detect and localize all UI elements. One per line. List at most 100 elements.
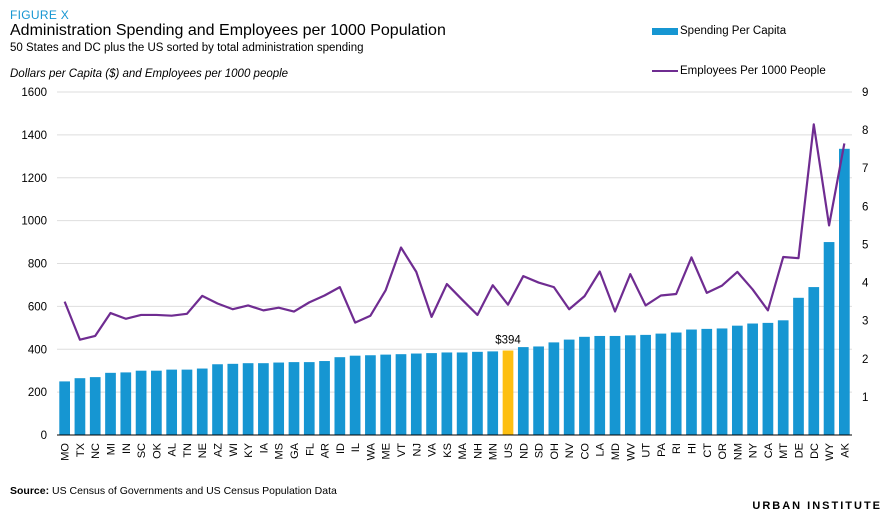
y2-tick-label: 5 bbox=[862, 239, 868, 251]
y-tick-label: 400 bbox=[28, 344, 47, 356]
legend-line-swatch bbox=[652, 70, 678, 72]
figure-label: FIGURE X bbox=[10, 8, 70, 22]
bar-ia bbox=[258, 363, 269, 435]
bar-ok bbox=[151, 370, 162, 435]
x-tick-label: GA bbox=[289, 442, 301, 459]
x-tick-label: DC bbox=[809, 443, 821, 459]
x-tick-label: UT bbox=[641, 443, 653, 458]
bar-il bbox=[349, 355, 361, 435]
legend-line-label: Employees Per 1000 People bbox=[680, 65, 826, 77]
bar-wa bbox=[365, 355, 376, 435]
x-tick-label: WY bbox=[824, 442, 836, 460]
bars-layer bbox=[59, 148, 850, 435]
bar-az bbox=[212, 364, 223, 435]
bar-al bbox=[166, 369, 178, 435]
x-tick-label: OH bbox=[549, 443, 561, 460]
x-tick-label: AZ bbox=[213, 443, 225, 457]
x-tick-label: WA bbox=[365, 442, 377, 460]
bar-fl bbox=[303, 362, 315, 435]
x-tick-label: FL bbox=[304, 443, 316, 456]
bar-ma bbox=[456, 352, 468, 435]
bar-tn bbox=[181, 369, 193, 435]
y2-tick-label: 1 bbox=[862, 392, 868, 404]
x-tick-label: AR bbox=[320, 443, 332, 458]
y2-tick-label: 4 bbox=[862, 278, 869, 290]
bar-wy bbox=[823, 242, 835, 435]
x-tick-label: NJ bbox=[411, 443, 423, 456]
x-tick-label: CT bbox=[702, 443, 714, 458]
x-tick-label: CA bbox=[763, 442, 775, 458]
x-tick-label: RI bbox=[671, 443, 683, 454]
x-tick-label: MO bbox=[60, 443, 72, 461]
x-tick-label: MS bbox=[274, 443, 286, 460]
y-tick-label: 1400 bbox=[21, 130, 47, 142]
chart-title: Administration Spending and Employees pe… bbox=[10, 22, 446, 39]
bar-ms bbox=[273, 362, 285, 435]
x-tick-label: LA bbox=[595, 442, 607, 456]
bar-nv bbox=[563, 339, 575, 435]
chart-subtitle: 50 States and DC plus the US sorted by t… bbox=[10, 42, 364, 54]
bar-nc bbox=[89, 377, 101, 435]
x-tick-label: NE bbox=[197, 443, 209, 458]
x-tick-label: ND bbox=[518, 443, 530, 459]
x-tick-label: MI bbox=[106, 443, 118, 455]
bar-mo bbox=[59, 381, 70, 435]
bar-sd bbox=[533, 346, 544, 435]
bar-va bbox=[426, 353, 437, 435]
x-tick-label: TX bbox=[75, 442, 87, 457]
y-tick-label: 0 bbox=[41, 430, 47, 442]
legend-bar-swatch bbox=[652, 27, 678, 35]
bar-ak bbox=[839, 148, 850, 435]
x-tick-label: MA bbox=[457, 442, 469, 459]
bar-ca bbox=[762, 322, 774, 435]
bar-mi bbox=[105, 372, 116, 435]
legend-bars: Spending Per Capita bbox=[652, 25, 786, 37]
y-tick-label: 1200 bbox=[21, 173, 47, 185]
axis-layer: 0 200 400 600 800 1000 1200 1400 1600 1 2 3 4 5 6 7 8 9 $3… bbox=[21, 87, 869, 461]
x-tick-label: HI bbox=[686, 443, 698, 454]
bar-me bbox=[380, 354, 392, 435]
bar-oh bbox=[548, 342, 560, 435]
bar-mt bbox=[777, 320, 789, 435]
bar-ri bbox=[670, 332, 682, 435]
x-tick-label: MT bbox=[778, 443, 790, 459]
bar-wi bbox=[227, 363, 239, 435]
bar-wv bbox=[624, 335, 636, 435]
x-tick-label: KY bbox=[243, 442, 255, 457]
bar-ky bbox=[242, 363, 254, 435]
employees-line bbox=[63, 123, 846, 341]
x-tick-label: DE bbox=[793, 443, 805, 458]
bar-nj bbox=[410, 353, 422, 435]
y2-tick-label: 2 bbox=[862, 354, 868, 366]
x-tick-label: IN bbox=[121, 443, 133, 454]
legend-line: Employees Per 1000 People bbox=[652, 65, 826, 77]
y2-tick-label: 8 bbox=[862, 125, 868, 137]
x-tick-label: VT bbox=[396, 443, 408, 457]
x-tick-label: ME bbox=[381, 443, 393, 460]
line-layer bbox=[63, 123, 846, 341]
x-tick-label: NH bbox=[472, 443, 484, 459]
bar-in bbox=[120, 372, 132, 435]
y-tick-label: 1600 bbox=[21, 87, 47, 99]
x-tick-label: VA bbox=[427, 442, 439, 457]
source-label: Source: bbox=[10, 485, 50, 497]
bar-us bbox=[502, 350, 514, 435]
x-tick-label: MN bbox=[488, 443, 500, 460]
bar-dc bbox=[808, 287, 820, 435]
x-tick-label: US bbox=[503, 443, 515, 458]
y-tick-label: 1000 bbox=[21, 216, 47, 228]
source-text: US Census of Governments and US Census P… bbox=[52, 485, 337, 497]
bar-co bbox=[579, 336, 590, 435]
x-tick-label: CO bbox=[579, 443, 591, 460]
x-tick-label: MD bbox=[610, 443, 622, 460]
bar-id bbox=[334, 357, 346, 435]
x-tick-label: SD bbox=[534, 443, 546, 458]
bar-ne bbox=[196, 368, 208, 435]
y-tick-label: 600 bbox=[28, 301, 47, 313]
x-tick-label: SC bbox=[136, 443, 148, 458]
bar-or bbox=[716, 328, 728, 435]
x-tick-label: NY bbox=[748, 442, 760, 458]
bar-ga bbox=[288, 362, 300, 435]
y2-tick-label: 7 bbox=[862, 163, 868, 175]
bar-ks bbox=[441, 352, 453, 435]
